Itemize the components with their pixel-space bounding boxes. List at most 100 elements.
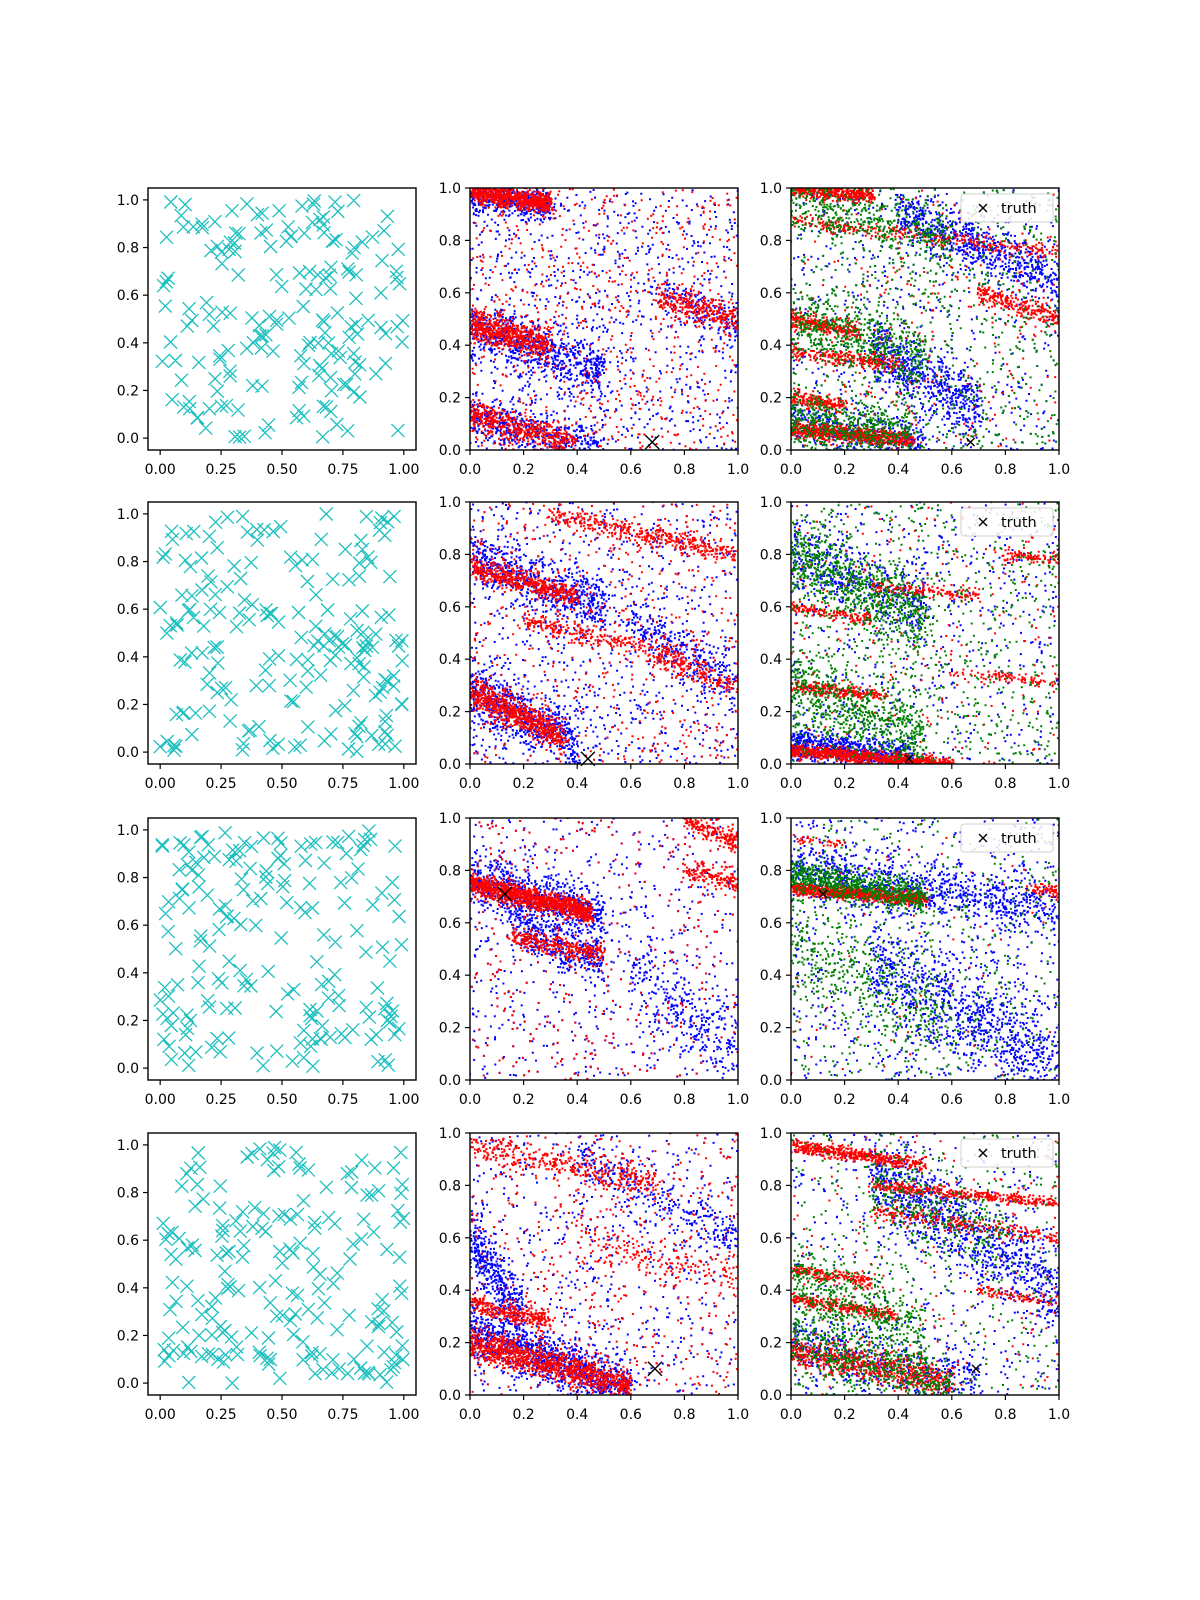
axes-frame — [469, 187, 739, 451]
x-tick-label: 0.4 — [566, 776, 588, 792]
candidate-markers — [153, 507, 410, 759]
series-points — [791, 1134, 1059, 1395]
y-tick-label: 0.8 — [760, 1178, 782, 1194]
y-tick-label: 0.6 — [439, 600, 461, 616]
legend-truth-marker — [978, 203, 988, 213]
y-tick-label: 1.0 — [117, 823, 139, 839]
legend: truth — [960, 823, 1054, 853]
x-tick-label: 0.2 — [512, 1407, 534, 1423]
panel-r1c2: 0.0 0.2 0.4 0.6 0.8 1.0 0.0 0.2 0.4 0.6 0.8 1.0 — [439, 181, 749, 478]
series-dots — [470, 1133, 738, 1395]
panel-r1c1: 0.00 0.25 0.50 0.75 1.00 0.0 0.2 0.4 0.6 0.8 1.0 — [117, 187, 419, 478]
y-tick-label: 0.8 — [439, 547, 461, 563]
x-tick-label: 0.8 — [994, 776, 1016, 792]
x-tick-label: 1.0 — [727, 1092, 749, 1108]
series-points — [470, 502, 738, 764]
truth-marker — [647, 1361, 663, 1377]
x-tick-label: 0.4 — [887, 1407, 909, 1423]
y-tick-label: 0.0 — [760, 757, 782, 773]
x-tick-label: 0.0 — [780, 776, 802, 792]
x-tick-label: 0.2 — [833, 1092, 855, 1108]
x-tick-label: 0.0 — [459, 776, 481, 792]
y-tick-label: 0.2 — [117, 1013, 139, 1029]
axes-frame — [469, 817, 739, 1081]
series-points — [791, 502, 1059, 764]
series-dots — [791, 818, 1059, 1080]
y-tick-label: 0.6 — [117, 1233, 139, 1249]
x-tick-label: 0.2 — [512, 1092, 534, 1108]
y-tick-label: 0.4 — [117, 650, 139, 666]
y-tick-label: 0.2 — [760, 705, 782, 721]
y-tick-label: 0.4 — [439, 1283, 461, 1299]
legend-truth-marker — [978, 833, 988, 843]
x-tick-label: 0.6 — [620, 1407, 642, 1423]
legend-box — [960, 507, 1054, 537]
panel-r3c2: 0.0 0.2 0.4 0.6 0.8 1.0 0.0 0.2 0.4 0.6 0.8 1.0 — [439, 811, 749, 1108]
y-tick-label: 0.2 — [760, 1021, 782, 1037]
legend-box — [960, 193, 1054, 223]
x-tick-label: 0.6 — [941, 1407, 963, 1423]
series-points — [470, 818, 738, 1080]
y-tick-label: 0.4 — [760, 968, 782, 984]
y-tick-label: 0.8 — [439, 863, 461, 879]
legend-label: truth — [1001, 201, 1037, 217]
y-tick-label: 0.8 — [760, 233, 782, 249]
panel-r2c3: 0.0 0.2 0.4 0.6 0.8 1.0 0.0 0.2 0.4 0.6 0.8 1.0 trut… — [760, 495, 1070, 792]
panel-r2c1: 0.00 0.25 0.50 0.75 1.00 0.0 0.2 0.4 0.6 0.8 1.0 — [117, 501, 419, 792]
x-tick-label: 0.8 — [994, 1092, 1016, 1108]
series-dots — [791, 502, 1059, 764]
axes-frame — [790, 817, 1060, 1081]
truth-marker — [971, 1364, 981, 1374]
candidate-markers — [155, 193, 410, 445]
y-tick-label: 0.8 — [439, 233, 461, 249]
x-tick-label: 0.0 — [780, 1092, 802, 1108]
plot-area — [153, 507, 410, 759]
y-tick-label: 0.6 — [760, 600, 782, 616]
y-tick-label: 0.6 — [439, 916, 461, 932]
x-tick-label: 0.0 — [780, 1407, 802, 1423]
y-tick-label: 0.4 — [117, 336, 139, 352]
truth-marker — [904, 754, 914, 764]
series-points — [791, 188, 1059, 450]
y-tick-label: 0.0 — [439, 1073, 461, 1089]
y-tick-label: 0.4 — [439, 968, 461, 984]
y-tick-label: 0.8 — [760, 547, 782, 563]
y-tick-label: 0.6 — [760, 286, 782, 302]
y-tick-label: 0.0 — [117, 745, 139, 761]
plot-area — [791, 502, 1059, 764]
y-tick-label: 1.0 — [760, 811, 782, 827]
y-tick-label: 0.6 — [439, 286, 461, 302]
x-tick-label: 0.00 — [145, 1407, 176, 1423]
series-dots — [791, 1133, 1059, 1395]
x-tick-label: 0.4 — [887, 776, 909, 792]
series-dots — [470, 818, 738, 1080]
y-tick-label: 0.0 — [117, 1376, 139, 1392]
truth-marker — [644, 434, 660, 450]
y-tick-label: 1.0 — [439, 1126, 461, 1142]
y-tick-label: 0.0 — [760, 1073, 782, 1089]
series-dots — [791, 188, 1059, 450]
legend: truth — [960, 507, 1054, 537]
x-tick-label: 0.8 — [994, 462, 1016, 478]
y-tick-label: 0.6 — [760, 1231, 782, 1247]
x-tick-label: 0.4 — [887, 462, 909, 478]
plot-area — [470, 502, 738, 764]
x-tick-label: 0.2 — [833, 1407, 855, 1423]
y-tick-label: 0.8 — [760, 863, 782, 879]
series-points — [470, 1133, 738, 1395]
y-tick-label: 0.6 — [760, 916, 782, 932]
x-tick-label: 0.25 — [206, 1092, 237, 1108]
axes-frame — [790, 501, 1060, 765]
x-tick-label: 0.25 — [206, 776, 237, 792]
legend: truth — [960, 1138, 1054, 1168]
y-tick-label: 0.2 — [760, 1336, 782, 1352]
y-tick-label: 1.0 — [439, 811, 461, 827]
x-tick-label: 0.50 — [266, 1092, 297, 1108]
x-tick-label: 0.50 — [266, 462, 297, 478]
panel-r1c3: 0.0 0.2 0.4 0.6 0.8 1.0 0.0 0.2 0.4 0.6 0.8 1.0 trut… — [760, 181, 1070, 478]
plot-area — [791, 1133, 1059, 1395]
panel-r4c1: 0.00 0.25 0.50 0.75 1.00 0.0 0.2 0.4 0.6 0.8 1.0 — [117, 1132, 419, 1423]
y-tick-label: 0.2 — [439, 1021, 461, 1037]
plot-area — [791, 818, 1059, 1080]
